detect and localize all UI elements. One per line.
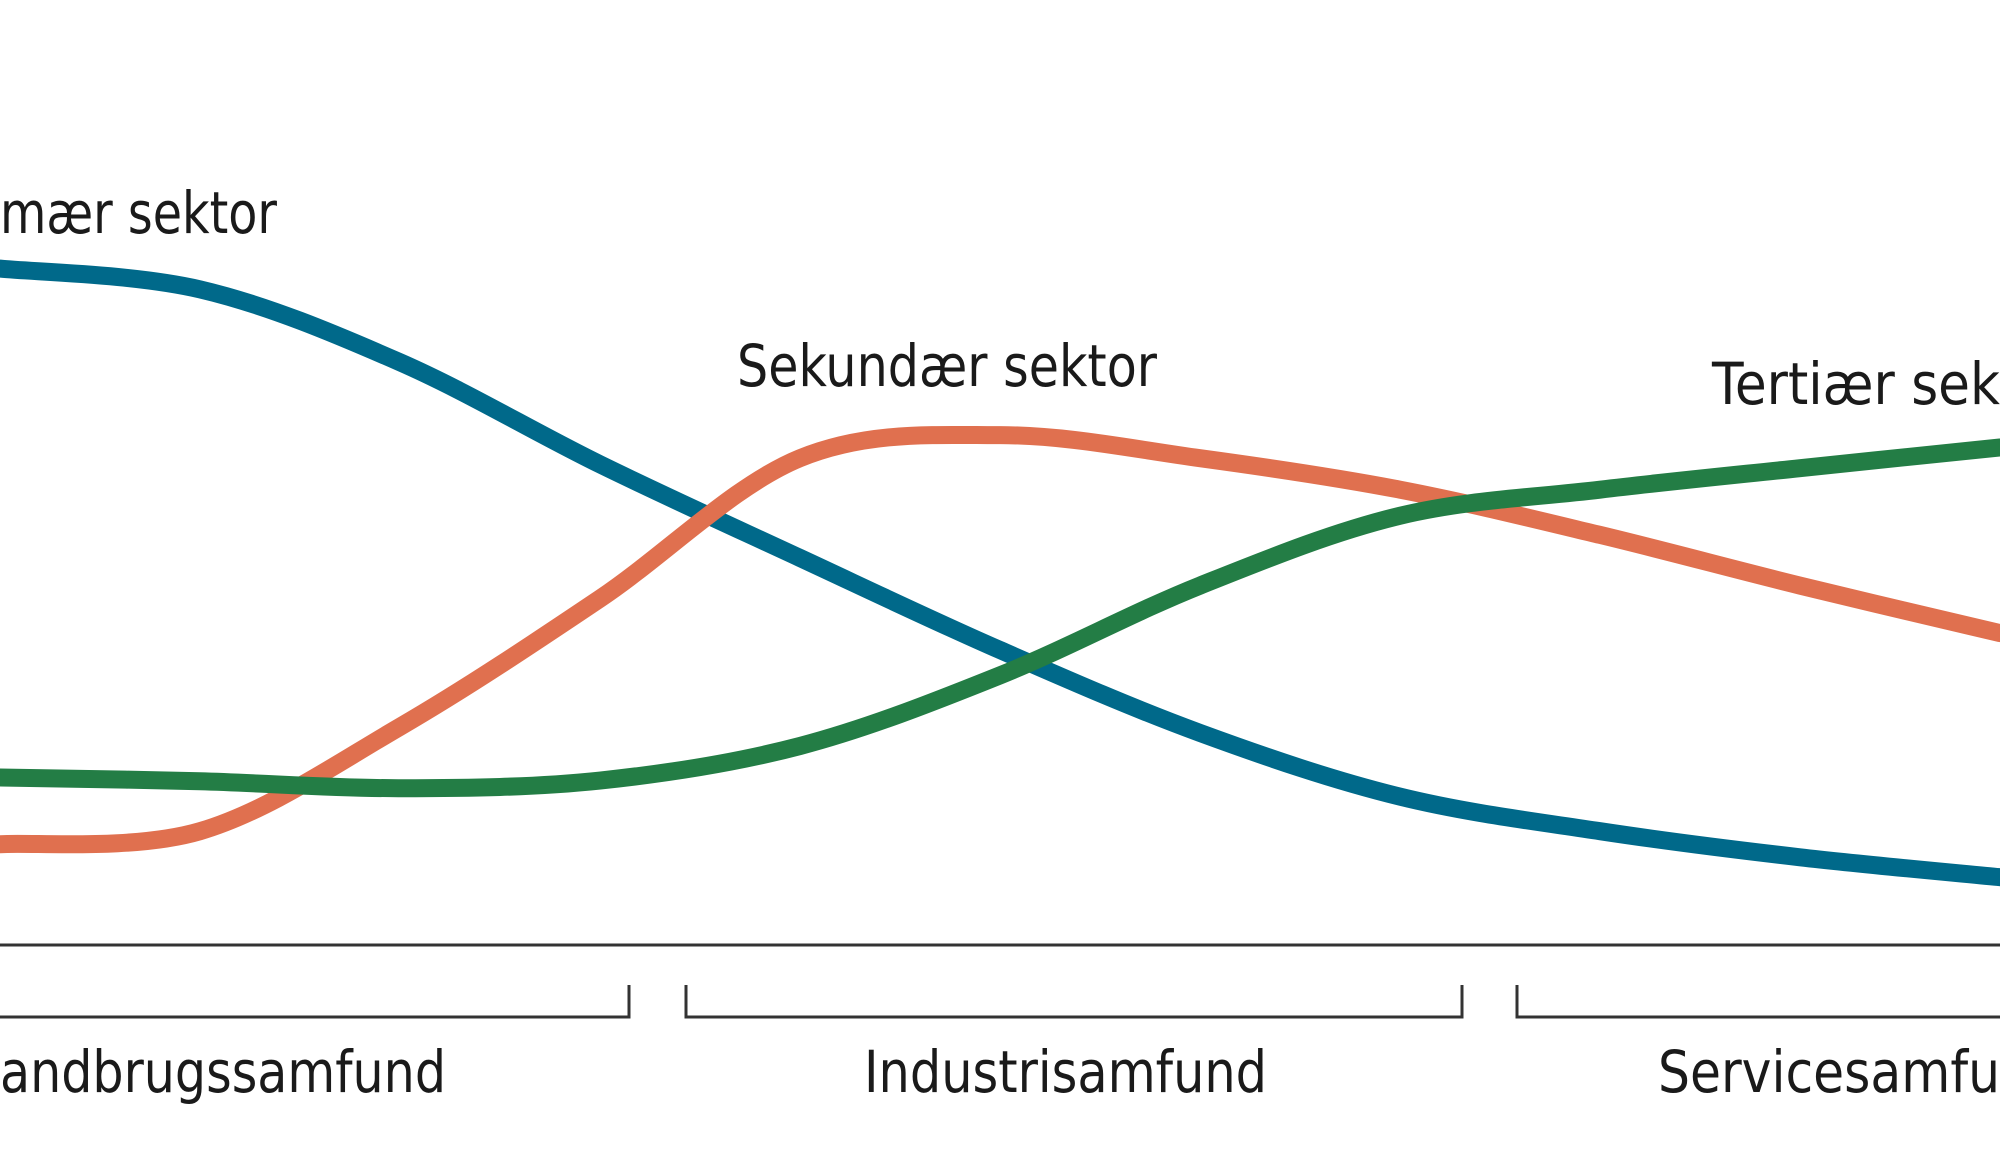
series-line [0, 259, 2000, 887]
series-label: Sekundær sektor [737, 332, 1157, 400]
period-bracket [684, 985, 1464, 1019]
period-label: Servicesamfu [1658, 1038, 2000, 1106]
lines [0, 259, 2000, 887]
period-label: andbrugssamfund [0, 1038, 446, 1106]
series-label: Tertiær sek [1711, 350, 2000, 418]
period-label: Industrisamfund [864, 1038, 1267, 1106]
period-bracket [1515, 985, 2000, 1019]
series-line [0, 438, 2000, 798]
period-bracket [0, 985, 631, 1019]
series-label: mær sektor [0, 179, 277, 247]
series-line [0, 425, 2000, 854]
